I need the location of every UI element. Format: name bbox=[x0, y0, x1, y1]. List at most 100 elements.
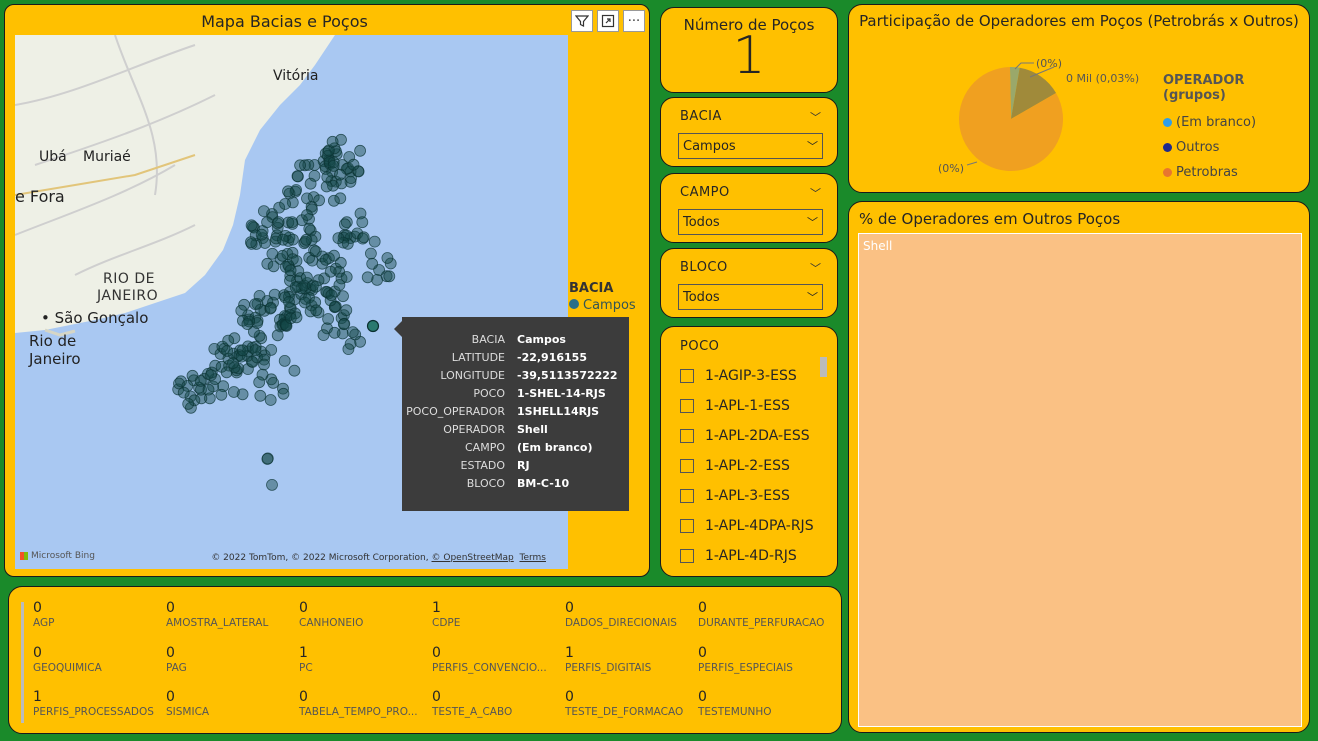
well-marker[interactable] bbox=[203, 392, 216, 405]
treemap-card[interactable]: % de Operadores em Outros Poços Shell bbox=[848, 201, 1310, 733]
checkbox[interactable] bbox=[680, 549, 694, 563]
well-marker[interactable] bbox=[332, 232, 345, 245]
well-marker[interactable] bbox=[308, 159, 321, 171]
checkbox[interactable] bbox=[680, 489, 694, 503]
well-marker[interactable] bbox=[322, 313, 335, 325]
filter-icon[interactable] bbox=[571, 10, 593, 32]
poco-item[interactable]: 1-APL-4DPA-RJS bbox=[680, 511, 814, 541]
chevron-down-icon[interactable]: ﹀ bbox=[807, 216, 818, 229]
well-marker[interactable] bbox=[356, 216, 369, 229]
well-marker[interactable] bbox=[328, 285, 341, 298]
well-marker[interactable] bbox=[320, 180, 333, 193]
well-marker[interactable] bbox=[321, 171, 334, 184]
well-marker[interactable] bbox=[282, 185, 294, 198]
well-marker[interactable] bbox=[342, 343, 355, 356]
well-marker[interactable] bbox=[188, 394, 201, 407]
well-marker[interactable] bbox=[357, 231, 370, 244]
well-marker[interactable] bbox=[310, 304, 323, 317]
well-marker[interactable] bbox=[227, 357, 239, 370]
well-marker[interactable] bbox=[261, 453, 274, 465]
well-marker[interactable] bbox=[261, 295, 274, 307]
well-marker[interactable] bbox=[241, 363, 254, 376]
well-marker[interactable] bbox=[249, 229, 262, 242]
well-marker[interactable] bbox=[364, 247, 377, 260]
pie-slice-outros[interactable] bbox=[1011, 67, 1057, 119]
well-marker[interactable] bbox=[186, 369, 199, 382]
well-marker[interactable] bbox=[340, 304, 353, 317]
well-markers[interactable] bbox=[172, 133, 397, 491]
well-marker[interactable] bbox=[245, 219, 258, 232]
well-marker[interactable] bbox=[283, 296, 295, 308]
slicer-poco[interactable]: POCO 1-AGIP-3-ESS 1-APL-1-ESS 1-APL-2DA-ES… bbox=[660, 326, 838, 577]
well-marker[interactable] bbox=[249, 298, 262, 311]
well-marker[interactable] bbox=[309, 230, 322, 243]
well-marker[interactable] bbox=[346, 326, 359, 339]
slicer-dropdown[interactable]: Todos ﹀ bbox=[678, 209, 823, 235]
well-marker[interactable] bbox=[327, 179, 339, 192]
well-marker[interactable] bbox=[215, 388, 228, 401]
well-marker[interactable] bbox=[249, 344, 262, 357]
well-marker[interactable] bbox=[235, 304, 248, 317]
well-marker[interactable] bbox=[344, 175, 357, 188]
scrollbar[interactable] bbox=[820, 357, 827, 377]
well-marker[interactable] bbox=[258, 353, 271, 366]
well-marker[interactable] bbox=[267, 376, 280, 389]
well-marker[interactable] bbox=[272, 216, 285, 229]
well-marker[interactable] bbox=[236, 344, 249, 357]
well-marker[interactable] bbox=[303, 222, 316, 235]
chevron-down-icon[interactable]: ﹀ bbox=[810, 111, 821, 124]
well-marker[interactable] bbox=[202, 383, 215, 396]
well-marker[interactable] bbox=[258, 358, 270, 371]
well-marker[interactable] bbox=[251, 351, 264, 364]
pie-chart[interactable] bbox=[849, 5, 1311, 194]
well-marker[interactable] bbox=[303, 291, 315, 304]
well-marker[interactable] bbox=[383, 270, 396, 283]
chevron-down-icon[interactable]: ﹀ bbox=[810, 187, 821, 200]
well-marker[interactable] bbox=[284, 264, 297, 277]
pie-chart-card[interactable]: Participação de Operadores em Poços (Pet… bbox=[848, 4, 1310, 193]
osm-link[interactable]: © OpenStreetMap bbox=[431, 553, 514, 563]
well-marker[interactable] bbox=[247, 325, 260, 338]
poco-item[interactable]: 1-APL-2-ESS bbox=[680, 451, 814, 481]
well-marker[interactable] bbox=[328, 300, 341, 313]
well-marker[interactable] bbox=[326, 135, 339, 148]
slicer-campo[interactable]: CAMPO ﹀ Todos ﹀ bbox=[660, 173, 838, 243]
checkbox[interactable] bbox=[680, 399, 694, 413]
legend-item[interactable]: (Em branco) bbox=[1163, 110, 1309, 135]
well-marker[interactable] bbox=[279, 198, 292, 210]
well-marker[interactable] bbox=[366, 257, 379, 270]
well-marker[interactable] bbox=[299, 235, 312, 248]
well-marker[interactable] bbox=[368, 235, 381, 248]
well-marker[interactable] bbox=[256, 368, 269, 381]
checkbox[interactable] bbox=[680, 429, 694, 443]
well-marker[interactable] bbox=[300, 233, 313, 246]
well-marker[interactable] bbox=[309, 280, 322, 293]
well-marker[interactable] bbox=[221, 345, 234, 357]
slicer-dropdown[interactable]: Campos ﹀ bbox=[678, 133, 823, 159]
well-marker[interactable] bbox=[328, 249, 340, 262]
well-marker[interactable] bbox=[337, 236, 350, 249]
slicer-dropdown[interactable]: Todos ﹀ bbox=[678, 284, 823, 310]
well-marker[interactable] bbox=[384, 257, 397, 270]
well-marker[interactable] bbox=[246, 356, 259, 368]
well-marker[interactable] bbox=[333, 279, 346, 291]
well-marker[interactable] bbox=[264, 302, 277, 315]
well-marker[interactable] bbox=[290, 311, 303, 324]
slicer-bacia[interactable]: BACIA ﹀ Campos ﹀ bbox=[660, 97, 838, 167]
well-marker[interactable] bbox=[317, 329, 330, 342]
well-marker[interactable] bbox=[294, 159, 307, 172]
well-marker[interactable] bbox=[304, 177, 317, 190]
well-marker[interactable] bbox=[205, 369, 217, 382]
poco-item[interactable]: 1-APL-4D-RJS bbox=[680, 541, 814, 571]
well-marker[interactable] bbox=[338, 218, 351, 231]
well-marker[interactable] bbox=[227, 386, 240, 398]
map-visual[interactable]: Mapa Bacias e Poços ··· Vitória Ubá Muri… bbox=[4, 4, 650, 577]
pie-slice-embranco[interactable] bbox=[1009, 67, 1020, 119]
poco-item[interactable]: 1-AGIP-3-ESS bbox=[680, 361, 814, 391]
well-marker[interactable] bbox=[324, 265, 337, 278]
well-marker[interactable] bbox=[298, 296, 311, 309]
well-marker[interactable] bbox=[280, 319, 293, 332]
well-marker[interactable] bbox=[327, 156, 340, 169]
treemap-cell[interactable]: Shell bbox=[858, 233, 1302, 727]
slicer-bloco[interactable]: BLOCO ﹀ Todos ﹀ bbox=[660, 248, 838, 318]
